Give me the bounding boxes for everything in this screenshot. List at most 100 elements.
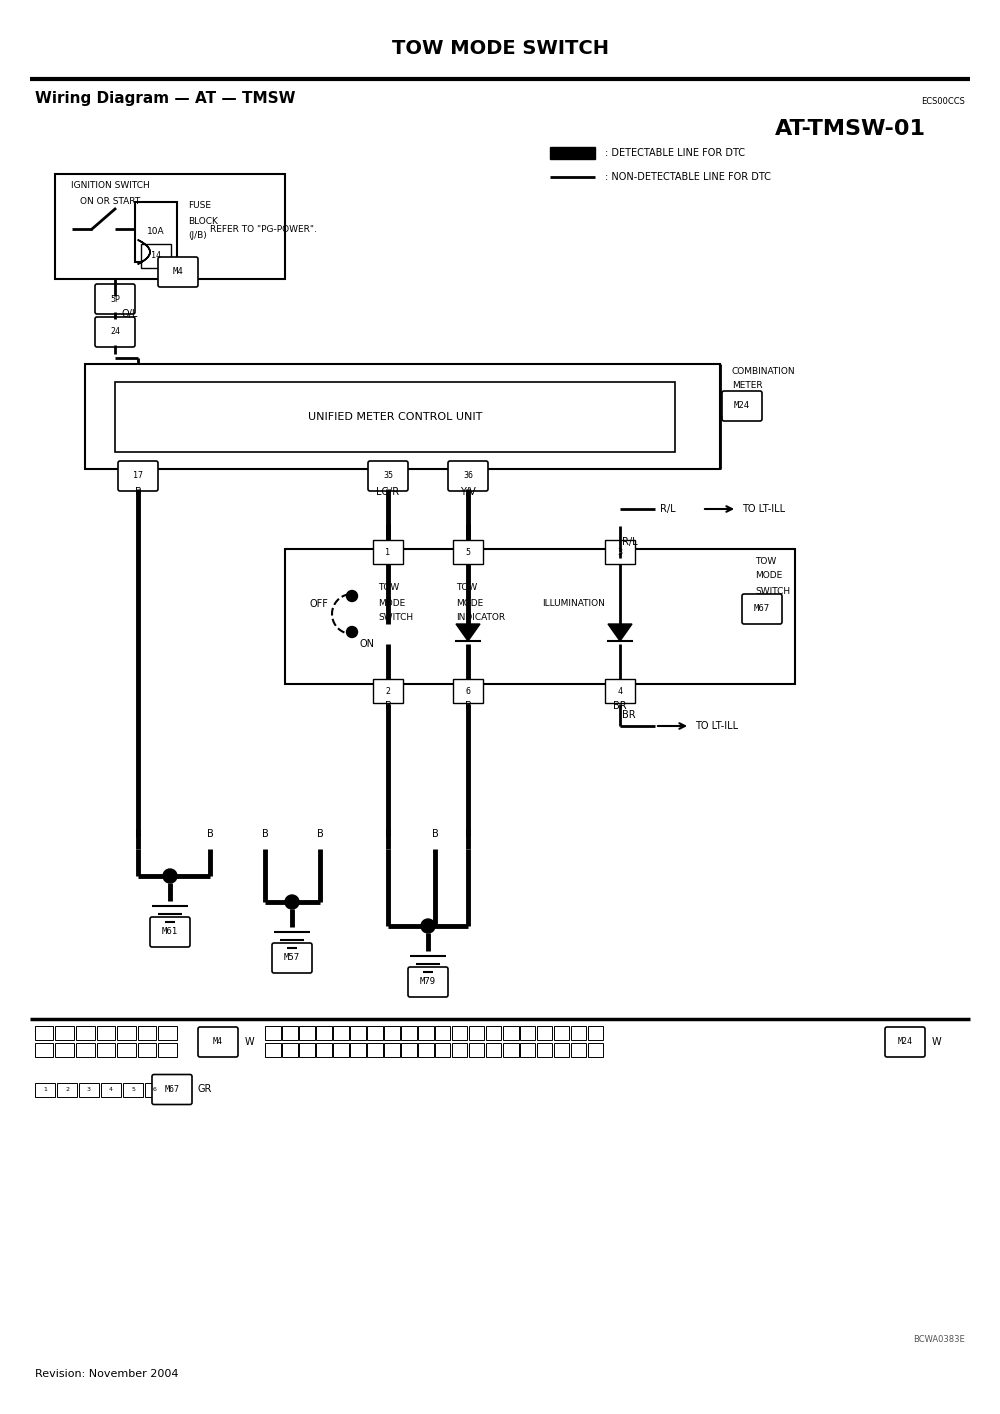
FancyBboxPatch shape (408, 967, 448, 997)
FancyBboxPatch shape (95, 317, 135, 346)
Text: LG/R: LG/R (376, 486, 400, 496)
Bar (316, 1042, 332, 1058)
Circle shape (347, 626, 358, 638)
Text: ON: ON (360, 639, 375, 649)
Text: 35: 35 (383, 471, 393, 481)
Text: 6: 6 (466, 687, 471, 696)
Bar (571, 1042, 586, 1058)
Bar (503, 1025, 518, 1041)
Text: ILLUMINATION: ILLUMINATION (542, 598, 605, 608)
Text: SWITCH: SWITCH (755, 587, 790, 595)
Text: B: B (135, 486, 141, 496)
Text: 5: 5 (131, 1087, 135, 1092)
Text: B: B (385, 829, 391, 839)
Text: BR: BR (622, 710, 636, 720)
Bar (55, 174, 285, 279)
Text: UNIFIED METER CONTROL UNIT: UNIFIED METER CONTROL UNIT (308, 411, 482, 421)
Bar (76, 1042, 94, 1058)
Text: 5P: 5P (110, 294, 120, 304)
Text: OFF: OFF (310, 600, 329, 609)
Bar (469, 1042, 484, 1058)
Text: 4: 4 (109, 1087, 113, 1092)
Text: COMBINATION: COMBINATION (732, 366, 796, 376)
Text: M24: M24 (734, 402, 750, 410)
Text: MODE: MODE (755, 571, 782, 581)
Text: AT-TMSW-01: AT-TMSW-01 (774, 119, 926, 139)
Bar (453, 540, 483, 564)
Text: Revision: November 2004: Revision: November 2004 (35, 1369, 178, 1379)
FancyBboxPatch shape (95, 284, 135, 314)
Bar (486, 1025, 501, 1041)
Bar (554, 1042, 569, 1058)
Bar (588, 1025, 603, 1041)
Text: TOW MODE SWITCH: TOW MODE SWITCH (392, 40, 608, 58)
FancyBboxPatch shape (150, 918, 190, 947)
Text: BLOCK: BLOCK (188, 216, 218, 225)
Bar (55, 1025, 74, 1041)
Text: REFER TO "PG-POWER".: REFER TO "PG-POWER". (210, 225, 317, 233)
Text: FUSE: FUSE (188, 202, 211, 211)
Bar (158, 1025, 176, 1041)
Text: TOW: TOW (378, 584, 399, 592)
Text: M4: M4 (173, 267, 183, 277)
Bar (35, 1025, 53, 1041)
Bar (401, 1025, 416, 1041)
Bar (158, 1042, 176, 1058)
Bar (265, 1042, 280, 1058)
Text: 4: 4 (618, 687, 622, 696)
Bar (299, 1042, 314, 1058)
Text: 3: 3 (87, 1087, 91, 1092)
FancyBboxPatch shape (272, 943, 312, 973)
Text: B: B (317, 829, 323, 839)
Bar (333, 1025, 349, 1041)
Text: Y/V: Y/V (460, 486, 476, 496)
Bar (115, 382, 675, 452)
FancyBboxPatch shape (722, 392, 762, 421)
Text: BR: BR (613, 701, 627, 711)
Bar (384, 1042, 400, 1058)
Bar (145, 1083, 165, 1097)
Bar (55, 1042, 74, 1058)
FancyBboxPatch shape (118, 461, 158, 491)
Text: B: B (385, 701, 391, 711)
Bar (265, 1025, 280, 1041)
Bar (123, 1083, 143, 1097)
Bar (101, 1083, 121, 1097)
Text: TO LT-ILL: TO LT-ILL (695, 721, 738, 731)
Text: M24: M24 (898, 1038, 913, 1046)
Bar (367, 1042, 382, 1058)
Text: M67: M67 (164, 1085, 180, 1094)
Bar (554, 1025, 569, 1041)
FancyBboxPatch shape (152, 1075, 192, 1104)
Bar (96, 1042, 115, 1058)
Bar (333, 1042, 349, 1058)
Text: 17: 17 (133, 471, 143, 481)
Bar (138, 1042, 156, 1058)
Text: MODE: MODE (378, 598, 405, 608)
Text: M57: M57 (284, 953, 300, 963)
Bar (605, 540, 635, 564)
Text: R/L: R/L (622, 537, 638, 547)
Text: M61: M61 (162, 928, 178, 936)
Text: 3: 3 (618, 547, 622, 557)
Text: INDICATOR: INDICATOR (456, 614, 505, 622)
Circle shape (347, 591, 358, 601)
Text: 5: 5 (466, 547, 471, 557)
Bar (469, 1025, 484, 1041)
FancyBboxPatch shape (448, 461, 488, 491)
Text: TOW: TOW (456, 584, 477, 592)
Text: B: B (262, 829, 268, 839)
Bar (285, 549, 795, 684)
Bar (373, 679, 403, 703)
Bar (452, 1042, 467, 1058)
Bar (418, 1025, 434, 1041)
Bar (520, 1025, 535, 1041)
Bar (299, 1025, 314, 1041)
Bar (605, 679, 635, 703)
Text: Wiring Diagram — AT — TMSW: Wiring Diagram — AT — TMSW (35, 92, 296, 106)
Bar (588, 1042, 603, 1058)
Text: B: B (432, 829, 438, 839)
Text: METER: METER (732, 382, 763, 390)
FancyBboxPatch shape (742, 594, 782, 624)
Text: 1: 1 (43, 1087, 47, 1092)
